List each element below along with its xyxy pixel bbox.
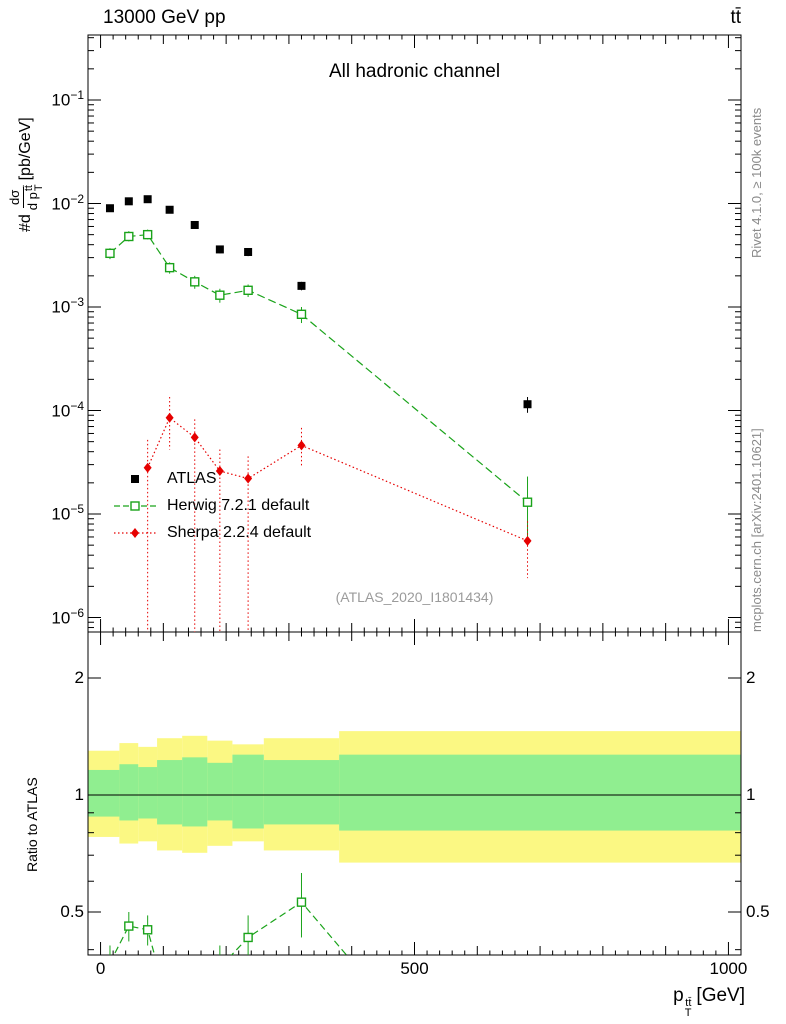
process-title: tt̄	[730, 7, 741, 28]
series-sherpa-2-2-4-default	[143, 397, 532, 632]
y-title-numerator: dσ	[7, 186, 24, 208]
pt-supsub: tt̄ T	[22, 184, 45, 192]
open-square-icon	[114, 501, 156, 511]
y-tick-label-main: 10−6	[51, 605, 84, 628]
x-axis-title: p tt̄ T [GeV]	[673, 985, 745, 1019]
legend-label: Sherpa 2.2.4 default	[167, 524, 312, 541]
x-tick-label: 0	[95, 959, 106, 978]
legend-label: Herwig 7.2.1 default	[167, 497, 310, 514]
y-title-unit: [pb/GeV]	[16, 117, 34, 181]
ratio-tick-label-left: 1	[74, 785, 84, 804]
y-tick-label-main: 10−3	[51, 295, 84, 317]
ratio-tick-label-left: 0.5	[60, 902, 84, 921]
ratio-tick-label-right: 0.5	[746, 902, 770, 921]
legend: ATLAS Herwig 7.2.1 default Sherpa 2.2.4 de…	[112, 466, 311, 546]
beam-energy-title: 13000 GeV pp	[103, 7, 226, 28]
y-tick-label-main: 10−2	[51, 191, 84, 214]
legend-item-sherpa-2-2-4-default: Sherpa 2.2.4 default	[112, 520, 311, 546]
y-title-denominator: d p tt̄ T	[22, 184, 45, 211]
legend-item-herwig-7-2-1-default: Herwig 7.2.1 default	[112, 493, 311, 519]
mcplots-arxiv-note: mcplots.cern.ch [arXiv:2401.10621]	[749, 428, 764, 632]
ratio-tick-label-left: 2	[74, 668, 84, 687]
y-axis-title-main: #d dσ d p tt̄ T [pb/GeV]	[7, 117, 45, 232]
analysis-id-watermark: (ATLAS_2020_I1801434)	[335, 589, 494, 605]
ratio-tick-label-right: 2	[746, 668, 756, 687]
series-atlas	[105, 195, 532, 413]
ratio-uncertainty-bands	[88, 731, 741, 863]
axis-ticks	[88, 35, 741, 955]
filled-diamond-icon	[114, 528, 156, 538]
series-herwig-7-2-1-default	[105, 229, 533, 537]
y-title-fraction: dσ d p tt̄ T	[7, 184, 45, 211]
filled-square-icon	[131, 475, 139, 483]
channel-title: All hadronic channel	[328, 61, 501, 82]
y-tick-label-main: 10−5	[51, 502, 84, 524]
legend-item-atlas: ATLAS	[112, 466, 311, 492]
ratio-tick-label-right: 1	[746, 785, 756, 804]
x-tick-label: 1000	[709, 959, 748, 978]
x-tick-label: 500	[400, 959, 429, 978]
legend-label: ATLAS	[167, 470, 217, 487]
pt-supsub: tt̄ T	[684, 996, 692, 1019]
ratio-series-herwig-7-2-1-default	[109, 872, 348, 955]
y-tick-label-main: 10−1	[51, 88, 84, 110]
y-title-prefix: #d	[16, 214, 34, 232]
y-tick-label-main: 10−4	[51, 398, 84, 421]
y-axis-title-ratio: Ratio to ATLAS	[24, 777, 40, 872]
rivet-version-note: Rivet 4.1.0, ≥ 100k events	[749, 107, 764, 258]
